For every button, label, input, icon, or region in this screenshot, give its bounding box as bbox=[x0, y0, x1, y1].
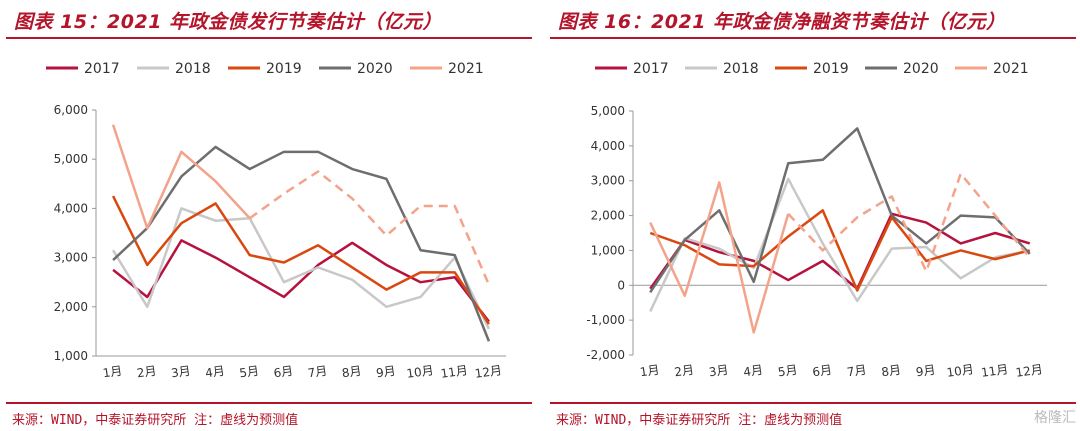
legend-label-2020: 2020 bbox=[903, 61, 939, 77]
series-line-2018 bbox=[649, 177, 1030, 312]
watermark: 格隆汇 bbox=[1034, 410, 1076, 426]
legend-label-2019: 2019 bbox=[266, 61, 302, 77]
net-financing-line-chart: 2017 2018 2019 2020 2021 -2,000 -1,000 0 1,000 2,… bbox=[586, 61, 1047, 380]
legend-label-2020: 2020 bbox=[357, 61, 393, 77]
x-tick-label: 3月 bbox=[170, 364, 191, 381]
source-note: 来源：WIND，中泰证券研究所 注：虚线为预测值 bbox=[556, 413, 843, 428]
issuance-line-chart: 2017 2018 2019 2020 2021 1,000 2,000 3,000 4,000… bbox=[46, 61, 506, 381]
x-tick-label: 11月 bbox=[980, 362, 1009, 380]
y-tick-label: 3,000 bbox=[591, 174, 625, 188]
y-tick-label: 4,000 bbox=[54, 201, 88, 215]
title-rule bbox=[6, 37, 532, 39]
chart-title: 图表 15：2021 年政金债发行节奏估计（亿元） bbox=[14, 11, 443, 33]
y-tick-label: 3,000 bbox=[54, 251, 88, 265]
x-tick-label: 10月 bbox=[406, 363, 435, 381]
x-tick-label: 3月 bbox=[708, 363, 729, 380]
x-tick-label: 6月 bbox=[811, 363, 832, 380]
series-line-2019 bbox=[111, 195, 490, 325]
series-line-2021-actual bbox=[649, 181, 790, 334]
y-tick-label: 6,000 bbox=[54, 103, 88, 117]
legend-label-2021: 2021 bbox=[993, 61, 1029, 77]
x-tick-label: 2月 bbox=[136, 364, 157, 381]
y-tick-label: -2,000 bbox=[586, 348, 625, 362]
legend-label-2017: 2017 bbox=[633, 61, 669, 77]
series-line-2021-forecast bbox=[787, 172, 1031, 273]
x-tick-label: 9月 bbox=[375, 364, 396, 381]
x-tick-label: 9月 bbox=[915, 363, 936, 380]
y-tick-label: 2,000 bbox=[591, 209, 625, 223]
x-tick-label: 12月 bbox=[474, 363, 503, 381]
x-tick-label: 6月 bbox=[273, 364, 294, 381]
x-tick-label: 7月 bbox=[307, 364, 328, 381]
x-tick-label: 7月 bbox=[846, 363, 867, 380]
x-tick-label: 4月 bbox=[204, 364, 225, 381]
x-tick-label: 5月 bbox=[238, 364, 259, 381]
series-line-2017 bbox=[649, 212, 1031, 291]
y-tick-label: 1,000 bbox=[591, 243, 625, 257]
x-tick-label: 8月 bbox=[880, 363, 901, 380]
series-line-2018 bbox=[112, 207, 491, 330]
y-tick-label: 1,000 bbox=[54, 349, 88, 363]
series-line-2020 bbox=[112, 145, 491, 342]
series-line-2019 bbox=[649, 209, 1031, 292]
chart-panel-issuance: 图表 15：2021 年政金债发行节奏估计（亿元） 2017 2018 2019 20… bbox=[6, 0, 532, 431]
y-tick-label: 0 bbox=[617, 278, 625, 292]
legend-label-2018: 2018 bbox=[175, 61, 211, 77]
legend-label-2017: 2017 bbox=[84, 61, 120, 77]
y-tick-label: 4,000 bbox=[591, 139, 625, 153]
series-line-2017 bbox=[112, 239, 490, 323]
x-tick-label: 4月 bbox=[742, 363, 763, 380]
chart-panel-net-financing: 图表 16：2021 年政金债净融资节奏估计（亿元） 2017 2018 2019 2… bbox=[550, 0, 1076, 431]
legend-label-2018: 2018 bbox=[723, 61, 759, 77]
y-tick-label: 2,000 bbox=[54, 300, 88, 314]
x-tick-label: 12月 bbox=[1015, 362, 1044, 380]
series-line-2021-forecast bbox=[249, 170, 491, 286]
x-tick-label: 1月 bbox=[639, 363, 660, 380]
x-tick-label: 5月 bbox=[777, 363, 798, 380]
y-tick-label: 5,000 bbox=[54, 152, 88, 166]
x-tick-label: 11月 bbox=[440, 363, 469, 381]
legend-label-2021: 2021 bbox=[448, 61, 484, 77]
source-note: 来源：WIND，中泰证券研究所 注：虚线为预测值 bbox=[12, 413, 299, 428]
y-tick-label: -1,000 bbox=[586, 313, 625, 327]
chart-title: 图表 16：2021 年政金债净融资节奏估计（亿元） bbox=[558, 11, 1006, 33]
y-tick-label: 5,000 bbox=[591, 104, 625, 118]
series-line-2020 bbox=[649, 127, 1031, 293]
title-rule bbox=[550, 37, 1076, 39]
source-rule bbox=[550, 402, 1076, 404]
x-tick-label: 1月 bbox=[102, 364, 123, 381]
legend-label-2019: 2019 bbox=[813, 61, 849, 77]
series-line-2021-actual bbox=[111, 124, 251, 230]
x-tick-label: 2月 bbox=[673, 363, 694, 380]
source-rule bbox=[6, 402, 532, 404]
x-tick-label: 10月 bbox=[946, 362, 975, 380]
x-tick-label: 8月 bbox=[341, 364, 362, 381]
